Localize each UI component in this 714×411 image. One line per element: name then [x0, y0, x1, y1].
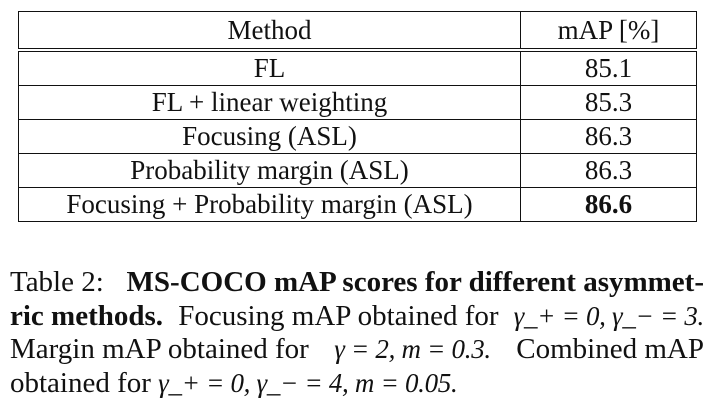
- table-caption: Table 2: MS-COCO mAP scores for differen…: [10, 266, 704, 400]
- map-cell: 86.3: [520, 119, 697, 154]
- caption-line: Table 2: MS-COCO mAP scores for differen…: [10, 266, 704, 300]
- caption-text: Focusing mAP obtained for: [170, 299, 506, 332]
- map-cell: 85.3: [520, 85, 697, 120]
- map-cell: 86.6: [520, 187, 697, 222]
- table-row: Focusing (ASL) 86.3: [18, 119, 697, 154]
- map-cell: 86.3: [520, 153, 697, 188]
- map-cell: 85.1: [520, 49, 697, 86]
- method-cell: FL + linear weighting: [18, 85, 521, 120]
- method-cell: Probability margin (ASL): [18, 153, 521, 188]
- results-table: Method mAP [%] FL 85.1 FL + linear weighti…: [18, 11, 697, 222]
- caption-line: Margin mAP obtained for γ = 2, m = 0.3. …: [10, 333, 704, 367]
- caption-line: obtained for γ_+ = 0, γ_− = 4, m = 0.05.: [10, 367, 704, 401]
- method-cell: FL: [18, 49, 521, 86]
- caption-text: Margin mAP obtained for: [10, 333, 317, 365]
- table-row: FL + linear weighting 85.3: [18, 85, 697, 120]
- caption-math: γ_+ = 0, γ_− = 4, m = 0.05.: [158, 367, 458, 398]
- table-row: Probability margin (ASL) 86.3: [18, 153, 697, 188]
- table-row: FL 85.1: [18, 49, 697, 86]
- caption-text: Combined mAP: [509, 333, 704, 365]
- header-map: mAP [%]: [520, 11, 697, 52]
- method-cell: Focusing (ASL): [18, 119, 521, 154]
- table-header-row: Method mAP [%]: [18, 11, 697, 52]
- method-cell: Focusing + Probability margin (ASL): [18, 187, 521, 222]
- header-method: Method: [18, 11, 521, 52]
- caption-text: Table 2:: [10, 266, 112, 298]
- caption-line: ric methods. Focusing mAP obtained for γ…: [10, 300, 704, 334]
- caption-math: γ_+ = 0, γ_− = 3.: [513, 300, 705, 331]
- caption-bold: ric methods.: [10, 299, 164, 332]
- caption-text: obtained for: [10, 366, 159, 399]
- table-row: Focusing + Probability margin (ASL) 86.6: [18, 187, 697, 222]
- caption-math: γ = 2, m = 0.3.: [334, 334, 491, 364]
- caption-bold: MS-COCO mAP scores for different asymmet…: [126, 266, 704, 298]
